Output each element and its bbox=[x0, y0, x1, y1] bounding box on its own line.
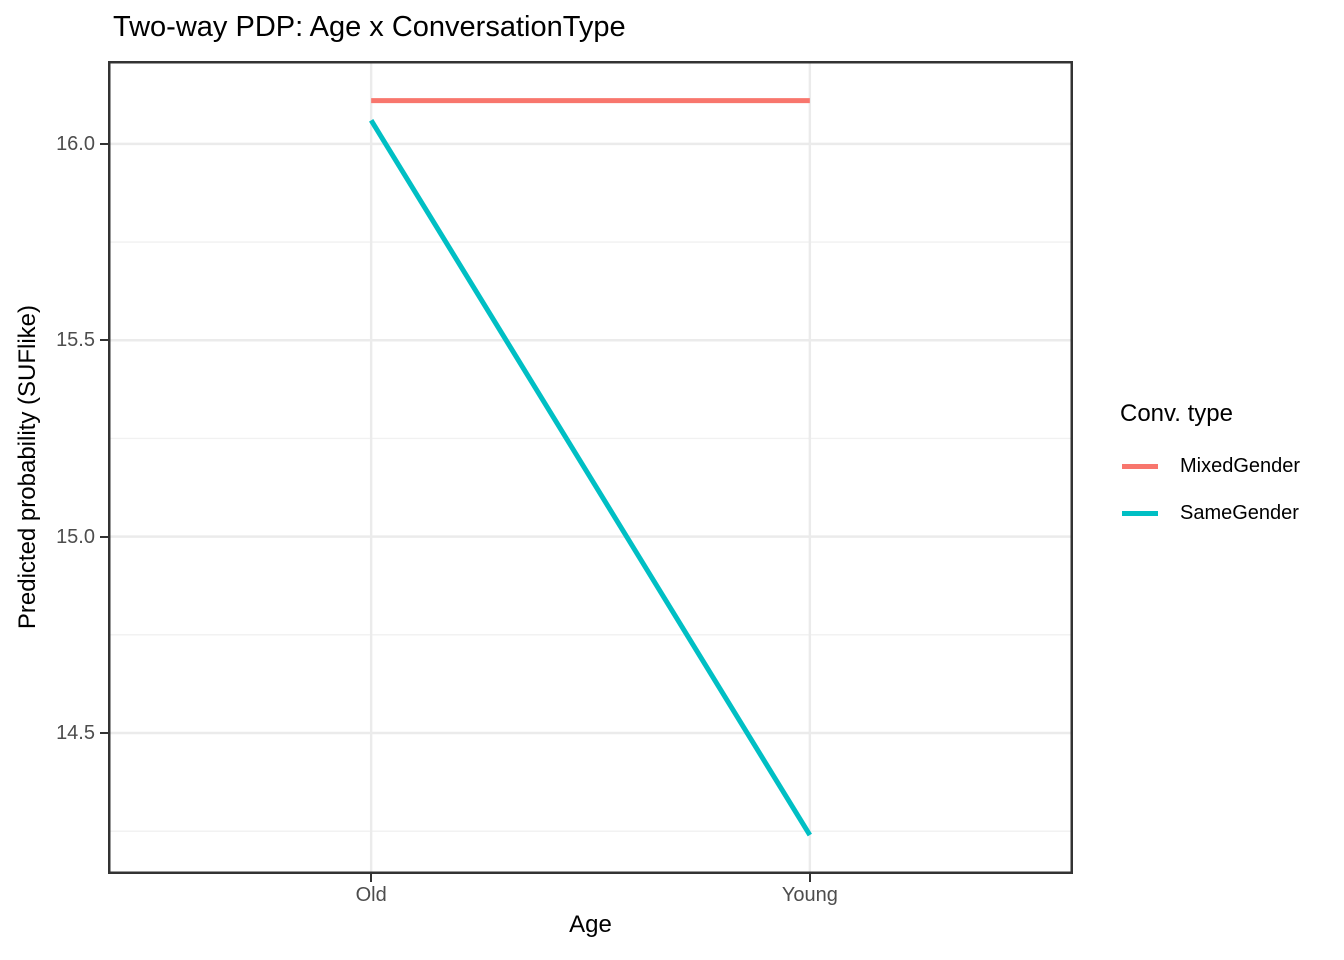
legend-label: SameGender bbox=[1180, 502, 1299, 524]
legend-label: MixedGender bbox=[1180, 455, 1301, 477]
y-axis-title: Predicted probability (SUFlike) bbox=[14, 305, 41, 630]
x-tick-mark bbox=[370, 874, 373, 882]
legend-line-swatch bbox=[1122, 511, 1158, 516]
y-tick-label: 15.5 bbox=[56, 329, 95, 352]
plot-title: Two-way PDP: Age x ConversationType bbox=[113, 11, 626, 43]
y-tick-mark bbox=[100, 732, 108, 734]
legend-line-swatch bbox=[1122, 464, 1158, 469]
x-tick-mark bbox=[808, 874, 811, 882]
y-tick-mark bbox=[100, 535, 108, 538]
y-tick-label: 15.0 bbox=[56, 525, 95, 548]
legend-row-SameGender: SameGender bbox=[1120, 490, 1340, 537]
y-axis-title-wrap: Predicted probability (SUFlike) bbox=[8, 61, 48, 874]
x-tick-label: Old bbox=[355, 884, 387, 906]
legend-title: Conv. type bbox=[1120, 400, 1233, 427]
plot-canvas bbox=[108, 61, 1073, 874]
legend-entries: MixedGender SameGender bbox=[1120, 443, 1340, 537]
series-line-SameGender bbox=[369, 118, 812, 837]
legend-row-MixedGender: MixedGender bbox=[1120, 443, 1340, 490]
y-tick-mark bbox=[100, 142, 108, 145]
y-tick-label: 16.0 bbox=[56, 132, 95, 155]
y-tick-label: 14.5 bbox=[56, 722, 95, 744]
y-tick-mark bbox=[100, 339, 108, 342]
legend: Conv. type MixedGender SameGender bbox=[1120, 399, 1340, 537]
panel-border bbox=[108, 61, 1073, 874]
x-tick-label: Young bbox=[781, 884, 838, 906]
x-axis-title: Age bbox=[569, 911, 612, 938]
plot-panel bbox=[108, 61, 1073, 874]
